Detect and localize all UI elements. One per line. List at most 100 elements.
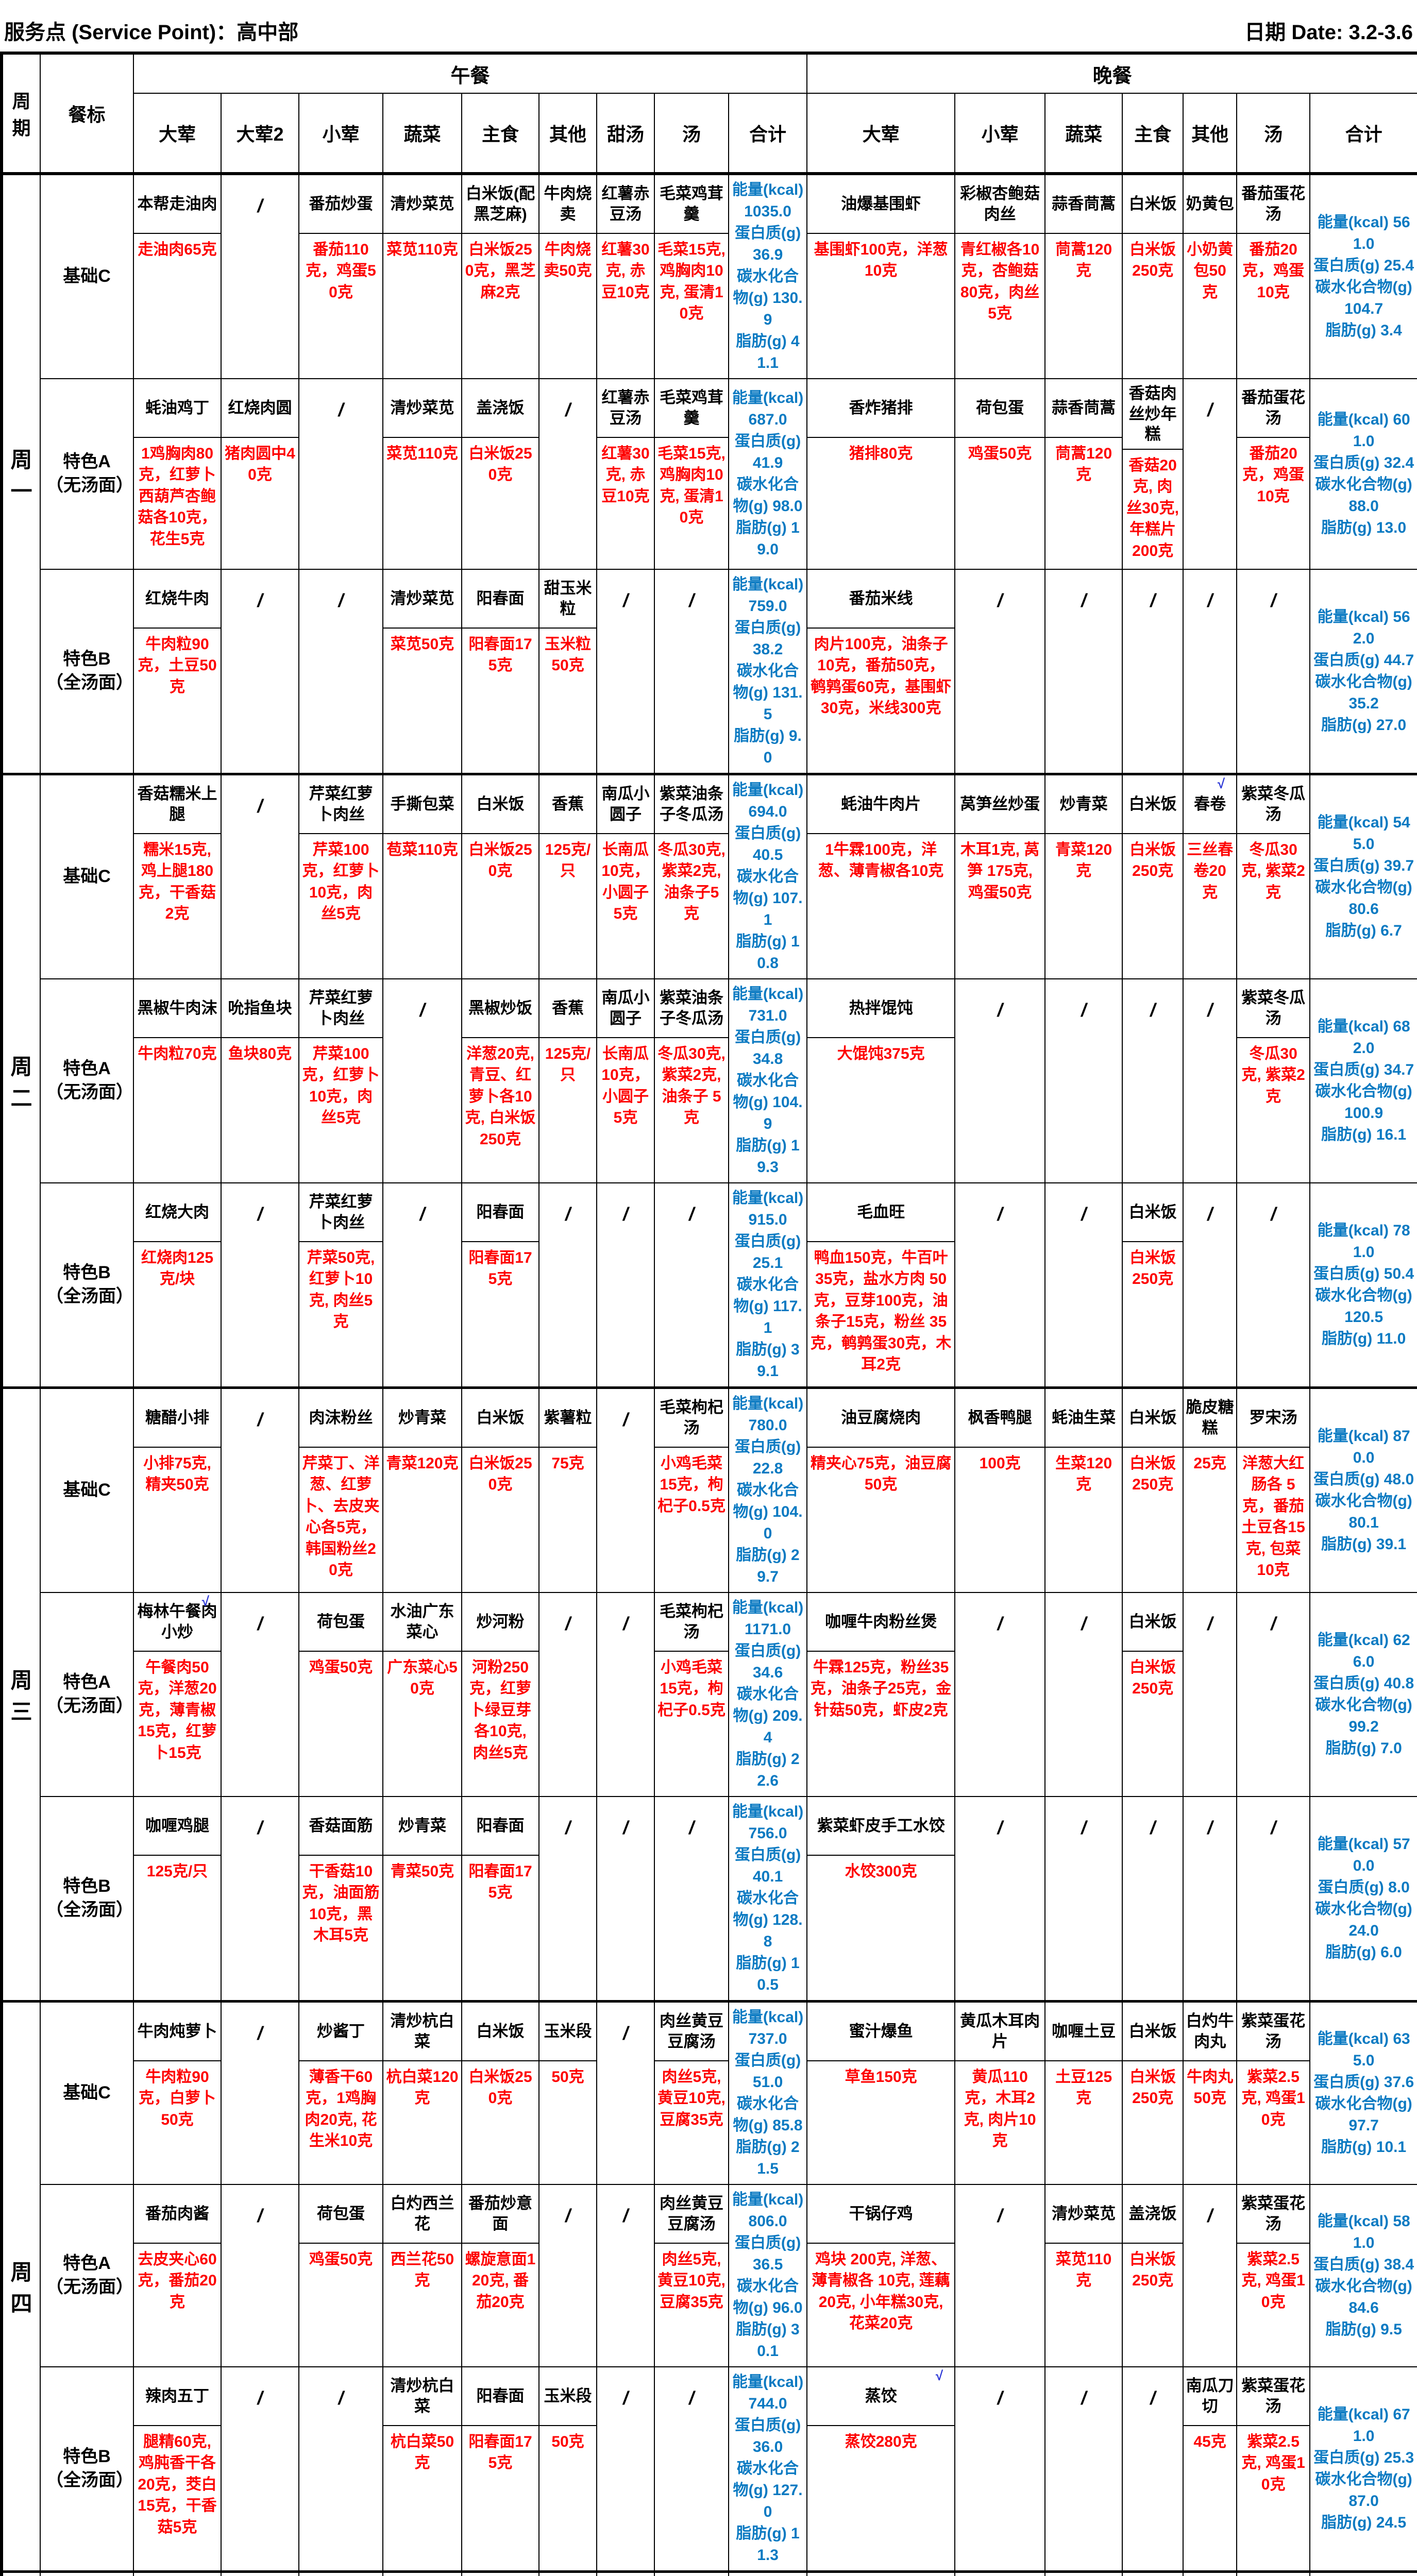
nutrition-label: 碳水化合物(g) [1315, 673, 1412, 690]
dish: 炒青菜 青菜120克 [383, 1389, 461, 1479]
dish-name: 蒸饺 √ [807, 2367, 955, 2426]
dish-name-text: 盖浇饭 [476, 399, 525, 417]
nutrition-line: 脂肪(g) 41.1 [731, 331, 804, 374]
nutrition-line: 能量(kcal) 561.0 [1312, 212, 1415, 255]
menu-cell: 牛肉烧卖 牛肉烧卖50克 [538, 172, 597, 379]
nutrition-line: 蛋白质(g) 40.1 [731, 1844, 804, 1888]
menu-cell: 玉米段 50克 [538, 2366, 597, 2572]
dish-ingredients: 小鸡毛菜15克，枸杞子0.5克 [657, 1659, 726, 1719]
dish: 蒜香茼蒿 茼蒿120克 [1045, 379, 1122, 491]
dish-name: 红薯赤豆汤 [597, 379, 654, 438]
dish-name-text: 南瓜小圆子 [601, 785, 650, 823]
dish-ingredients: 阳春面175克 [468, 1249, 532, 1288]
dish-name-text: 清炒杭白菜 [390, 2377, 454, 2415]
dish-name-text: 南瓜小圆子 [601, 989, 650, 1027]
dish-name: 红烧肉圆 [222, 379, 298, 438]
service-point-label: 服务点 (Service Point)：高中部 [4, 21, 299, 44]
nutrition-value: 781.0 [1353, 1222, 1410, 1261]
menu-cell: / [954, 978, 1046, 1183]
nutrition-value: 85.8 [772, 2117, 803, 2134]
nutrition-value: 29.7 [757, 1547, 800, 1585]
slash-placeholder: / [1150, 999, 1156, 1021]
dish-name: 肉丝黄豆豆腐汤 [655, 2185, 728, 2244]
nutrition-line: 脂肪(g) 27.0 [1312, 715, 1415, 736]
dish-ingredients: 红薯30克, 赤豆10克 [601, 445, 650, 505]
dish: 清炒菜苋 菜苋110克 [383, 379, 461, 469]
nutrition-value: 759.0 [748, 598, 787, 615]
col-header-meal-standard: 餐标 [40, 53, 134, 175]
nutrition-value: 37.6 [1384, 2074, 1414, 2091]
dish-name-text: 奶黄包 [1186, 195, 1234, 213]
dish-ingredients: 冬瓜30克, 紫菜2克, 油条子5克 [657, 841, 726, 923]
dish-name-text: 炒酱丁 [317, 2022, 365, 2041]
menu-cell: / [382, 978, 462, 1183]
nutrition-total-cell: 能量(kcal) 682.0 蛋白质(g) 34.7 碳水化合物(g) 100.9 脂… [1309, 978, 1417, 1183]
menu-cell: 紫菜油条子冬瓜汤 冬瓜30克, 紫菜2克, 油条子 5克 [654, 978, 729, 1183]
menu-cell: / [1122, 1796, 1184, 2002]
dish-name: 油豆腐烧肉 [807, 1389, 955, 1448]
nutrition-line: 能量(kcal) 671.0 [1312, 2404, 1415, 2447]
dish-ingredients: 紫菜2.5克, 鸡蛋10克 [1241, 2433, 1305, 2493]
dish-name-text: 枫香鸭腿 [968, 1409, 1032, 1427]
nutrition-value: 25.4 [1384, 257, 1414, 274]
nutrition-label: 脂肪(g) [1325, 1944, 1376, 1961]
dish-name: 香蕉 [539, 979, 596, 1038]
dish-name: 毛菜枸杞汤 [655, 1389, 728, 1448]
nutrition-line: 蛋白质(g) 40.5 [731, 823, 804, 866]
dish-name: 梅林午餐肉小炒 √ [134, 1593, 221, 1652]
nutrition-value: 41.9 [752, 454, 783, 471]
nutrition-label: 蛋白质(g) [734, 1233, 801, 1250]
dish-name: 盖浇饭 [462, 379, 538, 438]
nutrition-label: 蛋白质(g) [1318, 1879, 1384, 1896]
nutrition-value: 16.1 [1376, 1126, 1407, 1143]
menu-cell: 奶黄包 小奶黄包50克 [1183, 172, 1238, 379]
dish-name-text: 香炸猪排 [849, 399, 913, 417]
nutrition-line: 碳水化合物(g) 98.0 [731, 474, 804, 517]
slash-placeholder: / [565, 2205, 570, 2226]
menu-cell: / [538, 1592, 597, 1797]
menu-cell: / [1183, 2184, 1238, 2367]
nutrition-label: 碳水化合物(g) [1315, 1083, 1412, 1100]
dish-name-text: 黑椒牛肉沫 [137, 999, 217, 1018]
menu-cell: 香蕉 125克/只 [538, 978, 597, 1183]
dish-name-text: 白米饭 [1128, 1203, 1177, 1222]
nutrition-label: 脂肪(g) [736, 1341, 787, 1358]
dish-ingredients: 50克 [551, 2069, 584, 2086]
slash-placeholder: / [1081, 999, 1087, 1021]
nutrition-label: 蛋白质(g) [734, 619, 801, 636]
nutrition-line: 脂肪(g) 19.3 [731, 1135, 804, 1178]
nutrition-line: 碳水化合物(g) 96.0 [731, 2276, 804, 2319]
menu-table: 周期 餐标 午餐 晚餐 大荤 大荤2 小荤 蔬菜 主食 其他 甜汤 汤 合计 大… [0, 52, 1417, 2576]
menu-cell: 热拌馄饨 大馄饨375克 [806, 978, 956, 1183]
dish: 肉沫粉丝 芹菜丁、洋葱、红萝卜、去皮夹心各5克，韩国粉丝20克 [299, 1389, 382, 1586]
menu-cell: 紫菜冬瓜汤 冬瓜30克, 紫菜2克 [1236, 773, 1311, 979]
menu-cell: / [1183, 1592, 1238, 1797]
dish-name: 清炒杭白菜 [383, 2367, 461, 2426]
dish-name-text: 白米饭 [1128, 2022, 1177, 2041]
dish-name-text: 蒸饺 [865, 2387, 897, 2405]
dish-name-text: 白灼西兰花 [390, 2194, 454, 2233]
dish: 黑椒牛肉沫 牛肉粒70克 [134, 979, 221, 1070]
dish-name: 罗宋汤 [1237, 1389, 1310, 1448]
dish-name-text: 肉沫粉丝 [309, 1409, 373, 1427]
dish-ingredients: 白米饭250克 [1129, 1455, 1176, 1494]
slash-placeholder: / [1150, 2387, 1156, 2409]
nutrition-line: 脂肪(g) 22.6 [731, 1749, 804, 1792]
nutrition-line: 碳水化合物(g) 128.8 [731, 1888, 804, 1953]
menu-cell: / [1183, 978, 1238, 1183]
dish-name-text: 芹菜红萝卜肉丝 [309, 1193, 373, 1231]
nutrition-total-cell: 能量(kcal) 1035.0 蛋白质(g) 36.9 碳水化合物(g) 130.9… [728, 172, 808, 379]
dish-name: 白灼牛肉丸 [1184, 2003, 1237, 2061]
nutrition-label: 碳水化合物(g) [733, 2278, 799, 2316]
menu-cell: 白米饭白米饭250克 [1122, 1592, 1184, 1797]
slash-placeholder: / [419, 999, 425, 1021]
slash-placeholder: / [622, 2387, 628, 2409]
slash-placeholder: / [1271, 1817, 1276, 1838]
nutrition-value: 22.8 [752, 1460, 783, 1477]
dish-name: 白米饭 [1123, 175, 1183, 234]
dish-ingredients: 白米饭250克 [1129, 841, 1176, 880]
nutrition-value: 40.8 [1384, 1675, 1414, 1692]
menu-cell: / [1236, 1182, 1311, 1388]
meal-standard-label: 基础C [40, 172, 134, 379]
